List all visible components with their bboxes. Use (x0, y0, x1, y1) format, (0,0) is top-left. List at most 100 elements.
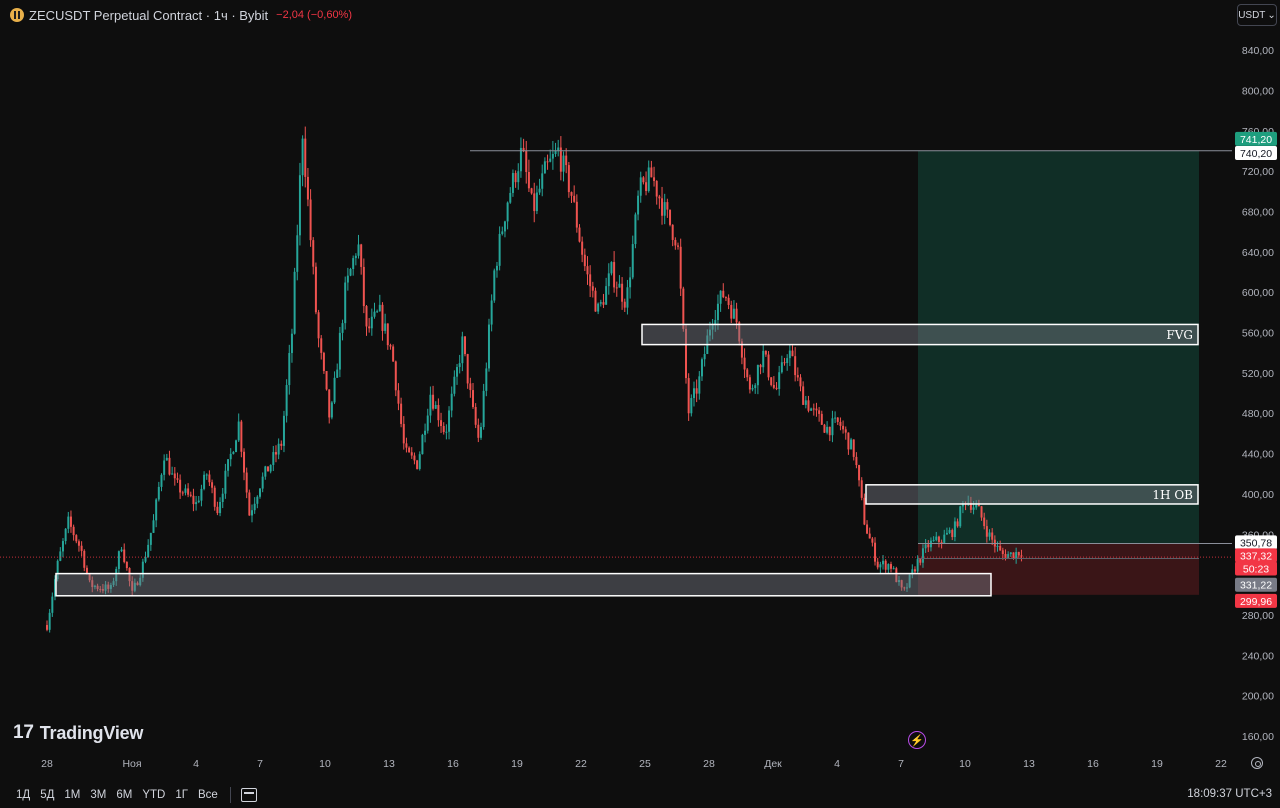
candle (203, 474, 206, 489)
candle (890, 564, 893, 569)
candle (171, 473, 174, 475)
candle (272, 452, 275, 465)
price-tick: 280,00 (1242, 610, 1274, 622)
candle (650, 167, 653, 178)
price-tick: 440,00 (1242, 449, 1274, 461)
time-tick: Ноя (122, 758, 141, 770)
time-tick: 10 (959, 758, 971, 770)
candle (762, 350, 765, 368)
lightning-icon[interactable]: ⚡ (908, 731, 926, 749)
candle (751, 388, 754, 390)
candle (485, 368, 488, 391)
candle (836, 417, 839, 422)
candle (613, 262, 616, 288)
candle (469, 383, 472, 391)
candle (517, 171, 520, 183)
candle (748, 377, 751, 390)
candle (293, 271, 296, 334)
current-price-tag-bg (1235, 548, 1277, 563)
tradingview-logo: 17 TradingView (13, 722, 143, 744)
candle (256, 496, 259, 504)
time-tick: 22 (575, 758, 587, 770)
candle (623, 301, 626, 308)
candle (434, 404, 437, 409)
candle (493, 270, 496, 301)
candle (437, 404, 440, 421)
candle (149, 532, 152, 545)
candle (152, 520, 155, 533)
candle (349, 268, 352, 276)
candle-countdown-tag-bg (1235, 561, 1277, 576)
symbol-header[interactable]: ZECUSDT Perpetual Contract · 1ч · Bybit … (10, 6, 352, 24)
candle (746, 369, 749, 378)
candle (546, 161, 549, 163)
candle (924, 544, 927, 549)
candle (458, 363, 461, 368)
range-1y-button[interactable]: 1Г (175, 789, 188, 801)
candle (357, 244, 360, 256)
candle (618, 283, 621, 288)
candle (168, 457, 171, 475)
candle (253, 503, 256, 511)
symbol-title: ZECUSDT Perpetual Contract · 1ч · Bybit (29, 7, 269, 23)
candle (1020, 555, 1023, 557)
candle (229, 453, 232, 460)
currency-select[interactable]: USDT ⌄ (1237, 4, 1277, 26)
candle (852, 439, 855, 457)
candle (288, 353, 291, 386)
price-tick: 800,00 (1242, 85, 1274, 97)
range-3m-button[interactable]: 3М (90, 789, 107, 801)
time-axis: 28 Ноя 4 7 10 13 16 19 22 25 28 Дек 4 7 10 13 16 19 22 (41, 758, 1227, 770)
candle (581, 241, 584, 255)
high-price-tag: 741,20 (1240, 134, 1272, 146)
candle (338, 332, 341, 370)
range-1m-button[interactable]: 1М (64, 789, 81, 801)
candle (490, 300, 493, 325)
range-all-button[interactable]: Все (197, 789, 218, 801)
range-6m-button[interactable]: 6М (116, 789, 133, 801)
candle (85, 567, 88, 574)
candle (389, 345, 392, 347)
candle (69, 516, 72, 527)
candle (219, 502, 222, 514)
candle (642, 177, 645, 183)
range-1d-button[interactable]: 1Д (16, 789, 31, 801)
candle (626, 287, 629, 308)
candle (898, 580, 900, 583)
current-price-tag: 337,32 (1240, 550, 1272, 562)
candle (565, 155, 568, 166)
range-ytd-button[interactable]: YTD (142, 789, 166, 801)
candle (453, 376, 456, 394)
candle (796, 375, 799, 378)
candle (575, 201, 578, 228)
candle (583, 254, 586, 267)
candle (863, 497, 866, 525)
candle (599, 302, 602, 304)
candle (456, 367, 459, 377)
candle (557, 147, 560, 151)
calendar-icon[interactable] (240, 788, 257, 802)
candle (200, 488, 203, 501)
candle (834, 417, 837, 419)
candle (440, 420, 443, 427)
candle (445, 431, 448, 433)
gear-icon[interactable] (1251, 757, 1263, 769)
candle (75, 535, 78, 542)
candle (424, 430, 427, 435)
range-5d-button[interactable]: 5Д (40, 789, 55, 801)
candle (535, 192, 538, 212)
candle (754, 385, 757, 389)
price-tick: 240,00 (1242, 650, 1274, 662)
candle (306, 176, 309, 200)
target-zone (918, 150, 1199, 544)
candle (802, 386, 805, 405)
candle (921, 548, 924, 563)
candle (429, 394, 432, 416)
candle (133, 582, 136, 591)
candle (61, 541, 64, 552)
candle (93, 585, 96, 588)
candle (791, 350, 794, 357)
candle (408, 447, 411, 453)
candle (426, 415, 429, 431)
